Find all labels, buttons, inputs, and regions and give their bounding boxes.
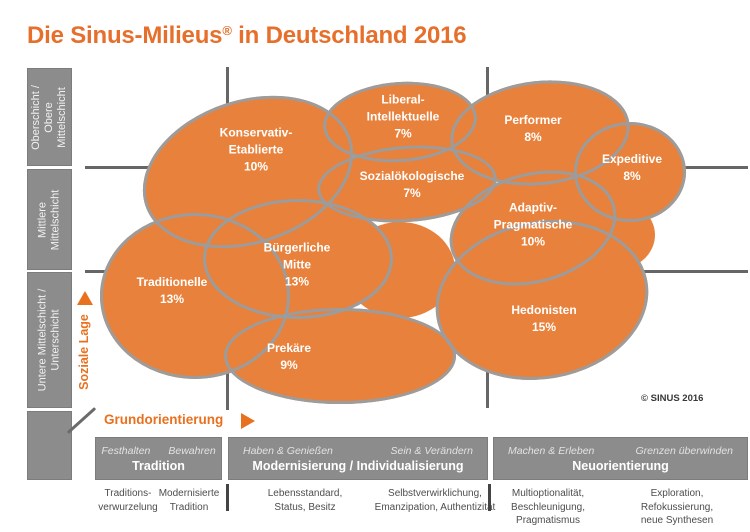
- stratum-label: Mittlere Mittelschicht: [36, 189, 62, 250]
- value-descriptor: Selbstverwirklichung, Emanzipation, Authe…: [374, 488, 496, 513]
- orientation-sub-label: Grenzen überwinden: [635, 444, 733, 457]
- value-descriptor: Multioptionalität, Beschleunigung, Pragmat…: [511, 488, 585, 526]
- copyright-notice: © SINUS 2016: [641, 393, 704, 404]
- milieu-outline-expeditive: [574, 122, 686, 222]
- value-descriptor: Modernisierte Tradition: [158, 488, 220, 513]
- orientation-sub-label: Sein & Verändern: [390, 444, 474, 457]
- orientation-section-1: Haben & Genießen Sein & Verändern Modernis…: [228, 437, 488, 480]
- descriptor-divider-right: [488, 484, 491, 511]
- stratum-box-1: Mittlere Mittelschicht: [27, 169, 72, 270]
- orientation-section-title: Modernisierung / Individualisierung: [252, 458, 464, 473]
- right-arrow-icon: [241, 413, 255, 429]
- orientation-sub-label: Bewahren: [168, 444, 216, 457]
- registered-trademark-symbol: ®: [222, 23, 232, 38]
- title-rest: in Deutschland 2016: [231, 22, 467, 49]
- stratum-box-0: Oberschicht / Obere Mittelschicht: [27, 68, 72, 166]
- milieu-outline-prekaere: [224, 308, 456, 404]
- value-descriptor: Exploration, Refokussierung, neue Synthese…: [640, 488, 714, 526]
- orientation-sub-label: Haben & Genießen: [243, 444, 333, 457]
- orientation-section-0: Festhalten Bewahren Tradition: [95, 437, 222, 480]
- orientation-sub-labels: Haben & Genießen Sein & Verändern: [229, 445, 487, 458]
- milieu-outline-traditionelle: [100, 213, 290, 379]
- stratum-label: Untere Mittelschicht / Unterschicht: [36, 288, 62, 392]
- orientation-section-title: Tradition: [132, 458, 185, 473]
- title-main: Die Sinus-Milieus: [27, 22, 223, 49]
- orientation-sub-labels: Machen & Erleben Grenzen überwinden: [494, 445, 747, 458]
- value-descriptor: Traditions-verwurzelung: [98, 488, 158, 513]
- orientation-section-2: Machen & Erleben Grenzen überwinden Neuori…: [493, 437, 748, 480]
- x-axis-label: Grundorientierung: [104, 412, 224, 427]
- value-descriptor: Lebensstandard, Status, Besitz: [267, 488, 343, 513]
- orientation-sub-labels: Festhalten Bewahren: [96, 445, 221, 458]
- up-arrow-icon: [77, 291, 93, 305]
- y-axis-label: Soziale Lage: [77, 314, 91, 390]
- page-title: Die Sinus-Milieus® in Deutschland 2016: [27, 22, 467, 50]
- axis-corner-block: [27, 411, 72, 480]
- descriptor-divider-left: [226, 484, 229, 511]
- orientation-sub-label: Festhalten: [101, 444, 151, 457]
- stratum-box-2: Untere Mittelschicht / Unterschicht: [27, 272, 72, 408]
- orientation-sub-label: Machen & Erleben: [508, 444, 595, 457]
- orientation-section-title: Neuorientierung: [572, 458, 669, 473]
- stratum-label: Oberschicht / Obere Mittelschicht: [30, 84, 68, 150]
